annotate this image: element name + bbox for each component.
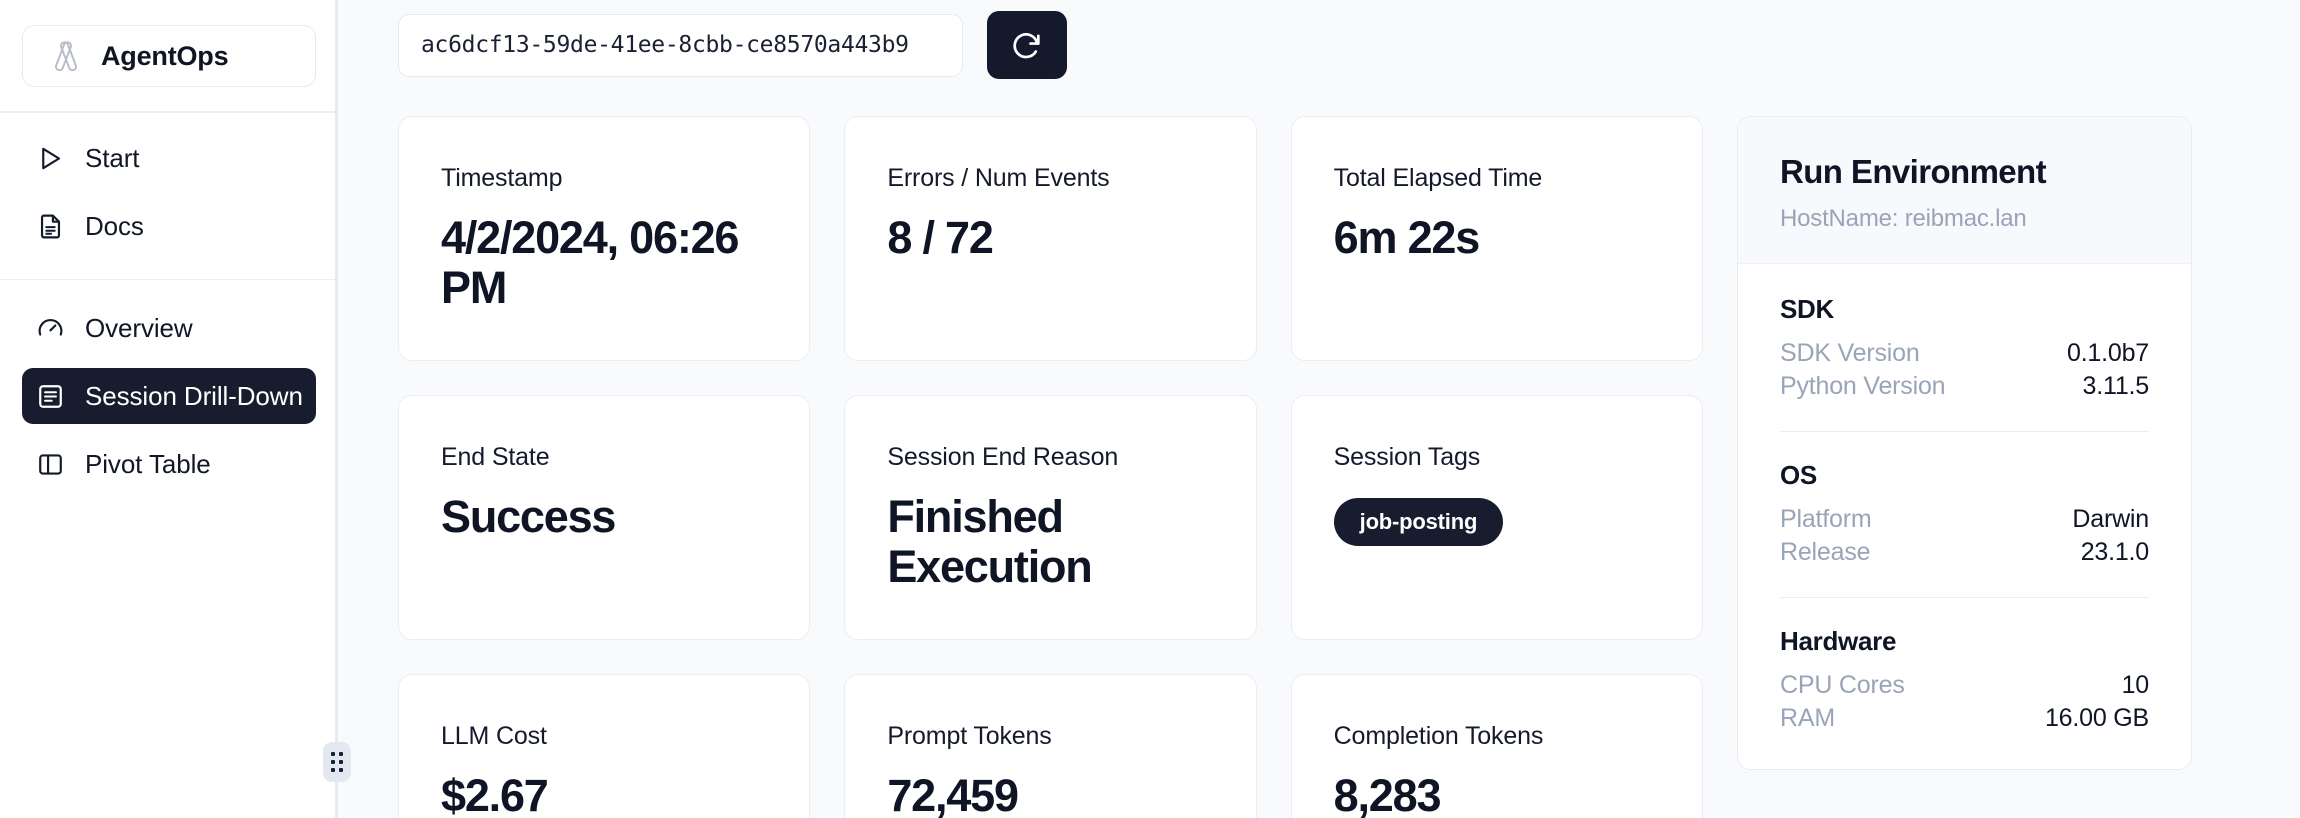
env-section-title: OS (1780, 460, 1817, 490)
sidebar-nav-secondary: Overview Session Drill-Down Pivot Table (22, 280, 316, 492)
sidebar-item-label: Pivot Table (85, 448, 211, 479)
run-environment-panel: Run Environment HostName: reibmac.lan SD… (1737, 116, 2192, 770)
stat-card-session-end-reason: Session End Reason Finished Execution (844, 395, 1257, 640)
card-label: Prompt Tokens (887, 722, 1052, 750)
sidebar: AgentOps Start Docs (0, 0, 351, 818)
env-value: 0.1.0b7 (2066, 339, 2149, 367)
list-box-icon (39, 384, 62, 408)
env-section-os: OS Platform Darwin Release 23.1.0 (1780, 431, 2149, 569)
handle-dot (330, 759, 335, 764)
sidebar-item-label: Overview (85, 312, 193, 343)
tag-list: job-posting (1333, 498, 1660, 546)
env-section-title: Hardware (1780, 626, 1897, 656)
handle-dot (339, 768, 344, 773)
document-icon (40, 214, 61, 239)
gauge-icon (38, 318, 63, 336)
env-key: Python Version (1780, 372, 1946, 400)
sidebar-item-label: Session Drill-Down (85, 380, 303, 411)
env-key: CPU Cores (1780, 671, 1905, 699)
session-id-input[interactable] (398, 13, 963, 77)
stat-card-timestamp: Timestamp 4/2/2024, 06:26 PM (398, 116, 811, 361)
status-badge[interactable]: job-posting (1333, 498, 1504, 546)
refresh-button[interactable] (987, 11, 1067, 79)
env-row: Platform Darwin (1780, 503, 2149, 536)
handle-dot (339, 751, 344, 756)
card-label: Errors / Num Events (887, 164, 1110, 192)
env-key: SDK Version (1780, 339, 1920, 367)
env-section-title: SDK (1780, 294, 1834, 324)
brand-name: AgentOps (101, 40, 229, 71)
stat-card-prompt-tokens: Prompt Tokens 72,459 (844, 674, 1257, 818)
card-label: End State (441, 443, 550, 471)
card-value: 72,459 (887, 770, 1019, 818)
sidebar-item-label: Docs (85, 211, 144, 241)
sidebar-nav-primary: Start Docs (22, 113, 316, 255)
handle-dot (339, 759, 344, 764)
handle-dot (330, 751, 335, 756)
card-value: $2.67 (441, 770, 549, 818)
env-row: Release 23.1.0 (1780, 536, 2149, 569)
card-value: Finished Execution (887, 491, 1092, 593)
sidebar-item-docs[interactable]: Docs (22, 199, 316, 255)
sidebar-divider-middle (0, 278, 338, 280)
sidebar-item-start[interactable]: Start (22, 131, 316, 187)
env-value: 23.1.0 (2080, 538, 2150, 566)
env-section-hardware: Hardware CPU Cores 10 RAM 16.00 GB (1780, 597, 2149, 735)
refresh-icon (1013, 33, 1040, 59)
card-label: LLM Cost (441, 722, 547, 750)
env-row: Python Version 3.11.5 (1780, 370, 2149, 403)
card-label: Session Tags (1333, 443, 1481, 471)
stat-card-grid: Timestamp 4/2/2024, 06:26 PM Errors / Nu… (398, 116, 1703, 818)
sidebar-item-session-drill-down[interactable]: Session Drill-Down (22, 368, 316, 424)
toolbar (398, 0, 2192, 86)
hostname-text: HostName: reibmac.lan (1780, 205, 2027, 232)
env-key: Platform (1780, 505, 1872, 533)
env-value: Darwin (2072, 505, 2149, 533)
paperclip-a-logo-icon (55, 41, 77, 72)
handle-dot (330, 768, 335, 773)
card-label: Total Elapsed Time (1333, 164, 1543, 192)
card-value: 6m 22s (1333, 212, 1481, 263)
sidebar-resize-handle[interactable] (323, 742, 351, 782)
stat-card-llm-cost: LLM Cost $2.67 (398, 674, 811, 818)
env-value: 3.11.5 (2082, 372, 2150, 400)
stat-card-total-elapsed-time: Total Elapsed Time 6m 22s (1290, 116, 1703, 361)
play-triangle-icon (42, 147, 61, 170)
stat-card-errors-num-events: Errors / Num Events 8 / 72 (844, 116, 1257, 361)
sidebar-item-overview[interactable]: Overview (22, 300, 316, 356)
env-row: CPU Cores 10 (1780, 669, 2149, 702)
main-content: Timestamp 4/2/2024, 06:26 PM Errors / Nu… (338, 0, 2300, 818)
env-row: RAM 16.00 GB (1780, 702, 2149, 735)
stat-card-completion-tokens: Completion Tokens 8,283 (1290, 674, 1703, 818)
sidebar-edge-divider (335, 0, 338, 818)
env-value: 16.00 GB (2044, 704, 2149, 732)
run-environment-body: SDK SDK Version 0.1.0b7 Python Version 3… (1738, 264, 2191, 769)
card-label: Timestamp (441, 164, 563, 192)
card-label: Completion Tokens (1333, 722, 1544, 750)
stat-card-session-tags: Session Tags job-posting (1290, 395, 1703, 640)
card-label: Session End Reason (887, 443, 1119, 471)
env-value: 10 (2121, 671, 2150, 699)
card-value: Success (441, 491, 616, 542)
env-key: Release (1780, 538, 1871, 566)
sidebar-divider-top (0, 111, 338, 113)
run-environment-header: Run Environment HostName: reibmac.lan (1738, 117, 2191, 264)
env-section-sdk: SDK SDK Version 0.1.0b7 Python Version 3… (1780, 294, 2149, 403)
page-title: Run Environment (1780, 153, 2047, 190)
panel-split-icon (39, 453, 62, 475)
env-key: RAM (1780, 704, 1835, 732)
stat-card-end-state: End State Success (398, 395, 811, 640)
env-row: SDK Version 0.1.0b7 (1780, 337, 2149, 370)
sidebar-item-pivot-table[interactable]: Pivot Table (22, 436, 316, 492)
card-value: 8 / 72 (887, 212, 994, 263)
card-value: 4/2/2024, 06:26 PM (441, 212, 739, 314)
brand-button[interactable]: AgentOps (22, 25, 316, 87)
sidebar-item-label: Start (85, 143, 140, 173)
content-area: Timestamp 4/2/2024, 06:26 PM Errors / Nu… (398, 116, 2192, 818)
card-value: 8,283 (1333, 770, 1442, 818)
